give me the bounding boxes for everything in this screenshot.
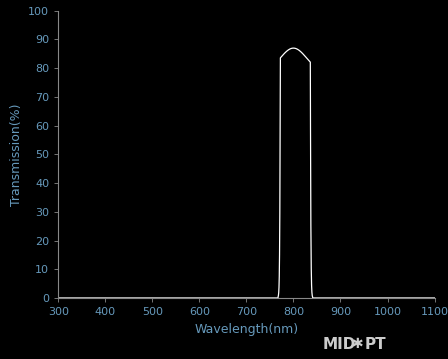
X-axis label: Wavelength(nm): Wavelength(nm) <box>194 322 298 336</box>
Text: ✱: ✱ <box>351 337 363 351</box>
Text: MID: MID <box>323 337 356 352</box>
Y-axis label: Transmission(%): Transmission(%) <box>10 103 23 206</box>
Text: PT: PT <box>365 337 387 352</box>
